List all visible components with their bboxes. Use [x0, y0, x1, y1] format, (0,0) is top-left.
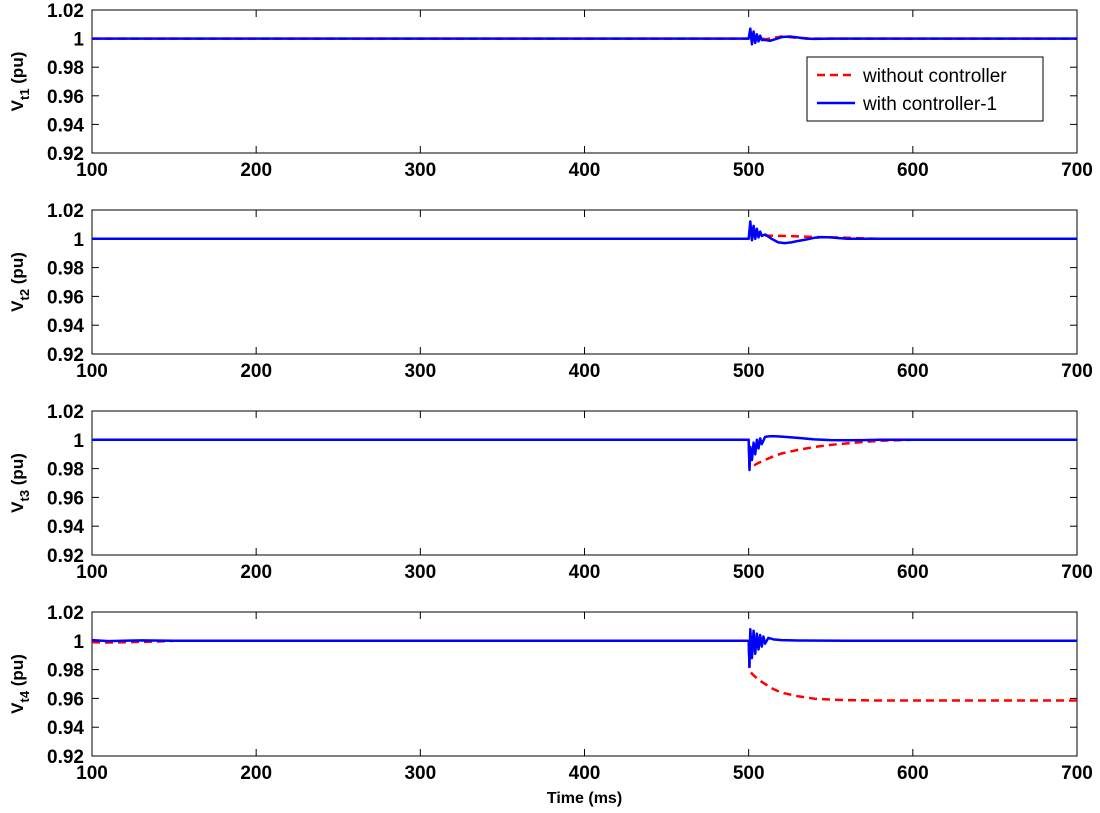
x-tick-label: 200 — [240, 763, 272, 784]
y-axis-label: Vt3 (pu) — [8, 453, 32, 513]
x-tick-label: 500 — [733, 763, 765, 784]
plot-area — [91, 410, 1078, 556]
x-tick-label: 400 — [569, 562, 601, 583]
x-tick-label: 100 — [76, 160, 108, 181]
x-tick-label: 100 — [76, 361, 108, 382]
x-tick-label: 600 — [897, 361, 929, 382]
x-tick-label: 400 — [569, 160, 601, 181]
subplot-1: 100 200 300 400 500 600 700 0.92 0.94 0.96 0.98 1 1.… — [8, 1, 1093, 181]
y-tick-label: 0.96 — [47, 488, 84, 509]
legend-box — [806, 56, 1044, 122]
y-tick-label: 0.94 — [47, 316, 84, 337]
x-tick-label: 600 — [897, 763, 929, 784]
y-tick-label: 1 — [73, 230, 84, 251]
y-tick-label: 0.94 — [47, 115, 84, 136]
y-tick-label: 1.02 — [47, 402, 84, 423]
legend-entry: without controller — [862, 66, 1007, 87]
y-tick-label: 0.96 — [47, 287, 84, 308]
x-tick-label: 200 — [240, 361, 272, 382]
x-tick-label: 700 — [1061, 361, 1093, 382]
y-axis-label: Vt2 (pu) — [8, 252, 32, 312]
x-tick-label: 300 — [404, 160, 436, 181]
x-tick-label: 500 — [733, 361, 765, 382]
y-tick-label: 0.92 — [47, 546, 84, 567]
y-axis-label-main: V — [8, 501, 27, 513]
x-tick-label: 700 — [1061, 562, 1093, 583]
series-line-with-controller-1 — [92, 434, 1077, 472]
x-tick-label: 600 — [897, 562, 929, 583]
y-tick-label: 0.94 — [47, 517, 84, 538]
x-tick-label: 700 — [1061, 763, 1093, 784]
legend: without controller with controller-1 — [806, 56, 1044, 122]
y-axis-label-unit: (pu) — [8, 453, 27, 490]
plot-area — [91, 611, 1078, 757]
series-line-without-controller — [92, 438, 1077, 469]
y-axis-label-main: V — [8, 300, 27, 312]
x-tick-label: 300 — [404, 763, 436, 784]
x-tick-label: 700 — [1061, 160, 1093, 181]
y-axis-label-subscript: t1 — [17, 88, 32, 100]
plot-area — [91, 209, 1078, 355]
x-tick-label: 500 — [733, 562, 765, 583]
y-tick-label: 1.02 — [47, 1, 84, 22]
subplot-3: 100 200 300 400 500 600 700 0.92 0.94 0.96 0.98 1 1.… — [8, 402, 1093, 583]
x-axis-label: Time (ms) — [547, 790, 622, 807]
y-tick-label: 0.98 — [47, 58, 84, 79]
y-axis-label-subscript: t2 — [17, 289, 32, 301]
y-tick-label: 0.92 — [47, 747, 84, 768]
y-tick-label: 0.98 — [47, 259, 84, 280]
y-tick-label: 1 — [73, 30, 84, 51]
y-tick-label: 0.98 — [47, 661, 84, 682]
x-tick-label: 600 — [897, 160, 929, 181]
x-tick-label: 100 — [76, 562, 108, 583]
y-axis-label-unit: (pu) — [8, 52, 27, 89]
series-line-with-controller-1 — [92, 27, 1077, 46]
y-axis-label: Vt1 (pu) — [8, 52, 32, 112]
x-tick-label: 300 — [404, 361, 436, 382]
legend-entry: with controller-1 — [862, 94, 997, 115]
y-tick-label: 1.02 — [47, 603, 84, 624]
y-axis-label-subscript: t4 — [17, 690, 32, 702]
x-tick-label: 400 — [569, 763, 601, 784]
x-tick-label: 400 — [569, 361, 601, 382]
y-axis-label-main: V — [8, 99, 27, 111]
y-tick-label: 0.98 — [47, 460, 84, 481]
subplot-2: 100 200 300 400 500 600 700 0.92 0.94 0.96 0.98 1 1.… — [8, 201, 1093, 382]
y-axis-label-main: V — [8, 702, 27, 714]
y-axis-label-unit: (pu) — [8, 252, 27, 289]
y-tick-label: 0.92 — [47, 144, 84, 165]
y-tick-label: 1 — [73, 632, 84, 653]
x-tick-label: 200 — [240, 160, 272, 181]
x-tick-label: 500 — [733, 160, 765, 181]
y-tick-label: 1 — [73, 431, 84, 452]
y-tick-label: 0.96 — [47, 689, 84, 710]
y-axis-label-unit: (pu) — [8, 654, 27, 691]
series-line-with-controller-1 — [92, 628, 1077, 668]
y-tick-label: 0.94 — [47, 718, 84, 739]
y-tick-label: 0.92 — [47, 345, 84, 366]
y-tick-label: 1.02 — [47, 201, 84, 222]
y-axis-label: Vt4 (pu) — [8, 654, 32, 714]
x-tick-label: 200 — [240, 562, 272, 583]
y-tick-label: 0.96 — [47, 87, 84, 108]
y-axis-label-subscript: t3 — [17, 490, 32, 502]
subplot-4: 100 200 300 400 500 600 700 0.92 0.94 0.96 0.98 1 1.… — [8, 603, 1093, 807]
x-tick-label: 100 — [76, 763, 108, 784]
x-tick-label: 300 — [404, 562, 436, 583]
series-line-with-controller-1 — [92, 220, 1077, 245]
